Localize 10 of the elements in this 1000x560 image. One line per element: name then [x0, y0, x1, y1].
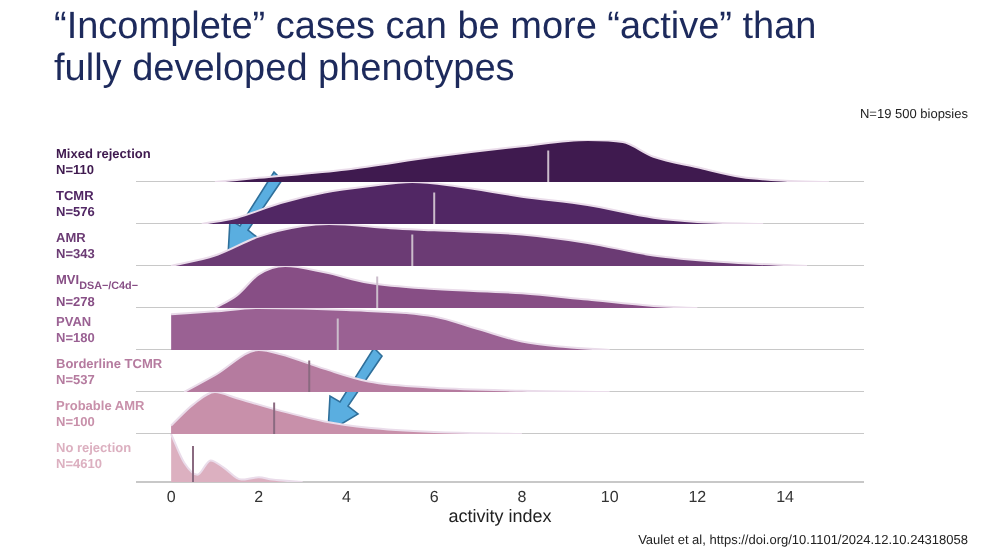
- x-tick-label: 10: [600, 488, 620, 507]
- x-tick-label: 14: [776, 488, 796, 507]
- chart-title: “Incomplete” cases can be more “active” than fully developed phenotypes: [54, 6, 819, 90]
- x-tick-label: 6: [429, 488, 440, 507]
- x-tick-label: 12: [688, 488, 708, 507]
- x-axis-title: activity index: [448, 506, 553, 527]
- x-tick-label: 0: [166, 488, 177, 507]
- x-tick-label: 4: [342, 488, 353, 507]
- x-tick-label: 2: [254, 488, 265, 507]
- x-tick-label: 8: [517, 488, 528, 507]
